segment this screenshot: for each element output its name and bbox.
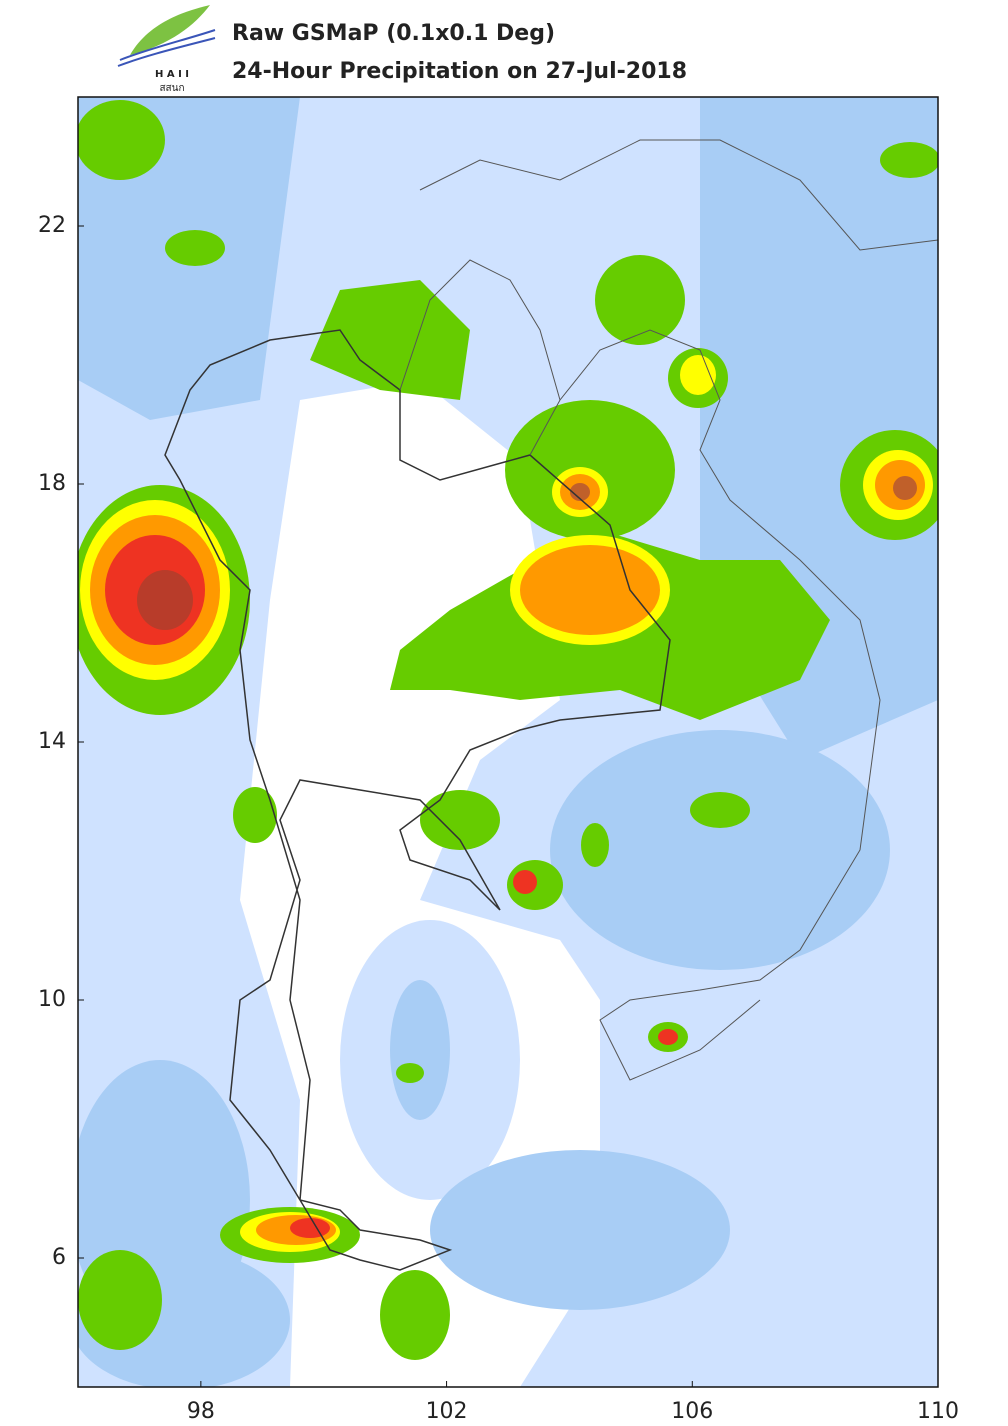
title: Raw GSMaP (0.1x0.1 Deg): [232, 21, 555, 46]
y-tick-label: 18: [38, 471, 66, 496]
y-tick-label: 14: [38, 729, 66, 754]
subtitle: 24-Hour Precipitation on 27-Jul-2018: [232, 59, 687, 84]
x-tick-label: 102: [426, 1399, 468, 1424]
y-tick-label: 10: [38, 987, 66, 1012]
logo-text: H A I I: [155, 69, 189, 80]
x-tick-label: 110: [917, 1399, 959, 1424]
y-tick-label: 22: [38, 213, 66, 238]
x-tick-label: 98: [187, 1399, 215, 1424]
precipitation-field: [78, 97, 938, 1387]
logo-thai: สสนก: [159, 83, 184, 94]
y-tick-label: 6: [52, 1245, 66, 1270]
logo: H A I I สสนก: [117, 5, 216, 94]
x-tick-label: 106: [671, 1399, 713, 1424]
